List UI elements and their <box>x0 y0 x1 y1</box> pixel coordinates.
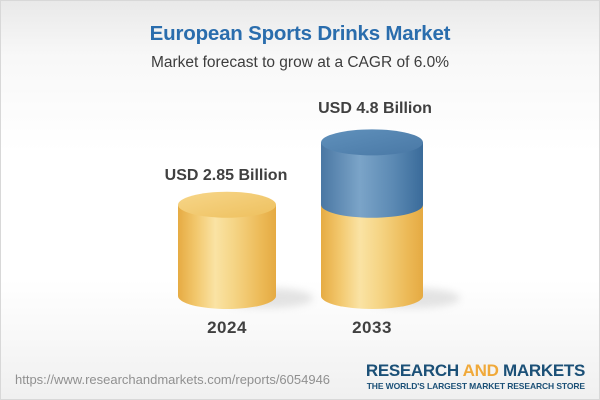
category-label-2033: 2033 <box>352 318 392 337</box>
cylinder-2033 <box>321 129 460 309</box>
cylinder-2024-top <box>178 191 276 218</box>
cylinder-2033-growth-segment <box>321 142 423 218</box>
logo-wordmark: RESEARCH AND MARKETS <box>366 361 585 381</box>
page-subtitle: Market forecast to grow at a CAGR of 6.0… <box>150 54 450 71</box>
value-label-2033: USD 4.8 Billion <box>318 100 432 117</box>
logo-word-markets: MARKETS <box>503 361 585 380</box>
value-label-2024: USD 2.85 Billion <box>164 167 288 184</box>
cylinder-2033-top <box>321 129 423 156</box>
logo-word-research: RESEARCH <box>365 361 459 380</box>
cylinder-2024-body <box>178 204 276 309</box>
cylinder-2024 <box>178 191 313 309</box>
category-label-2024: 2024 <box>207 318 247 337</box>
report-url: https://www.researchandmarkets.com/repor… <box>15 372 331 387</box>
logo-tagline: THE WORLD'S LARGEST MARKET RESEARCH STOR… <box>366 380 585 391</box>
cylinder-2033-base-segment <box>321 204 423 309</box>
page-title: European Sports Drinks Market <box>149 22 451 45</box>
research-and-markets-logo: RESEARCH AND MARKETS THE WORLD'S LARGEST… <box>366 361 585 391</box>
logo-word-and: AND <box>462 361 499 380</box>
